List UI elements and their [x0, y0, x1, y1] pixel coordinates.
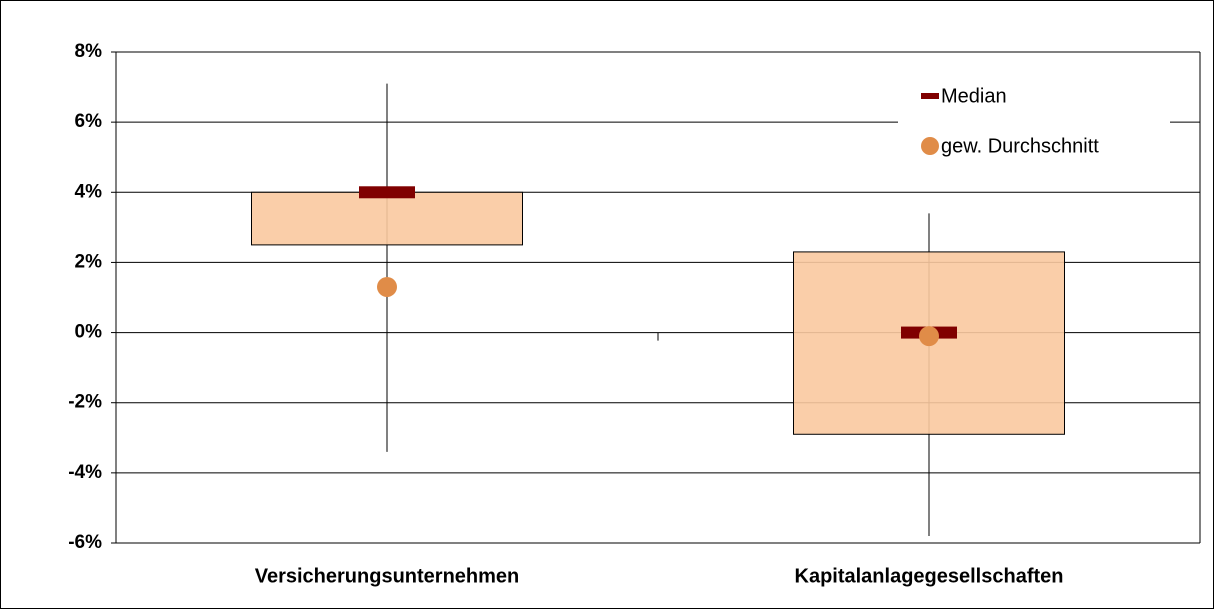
- legend-box: [898, 72, 1170, 172]
- y-tick-label: -6%: [68, 532, 102, 553]
- mean: [377, 276, 397, 297]
- y-tick-label: 6%: [75, 111, 103, 132]
- median: [359, 186, 415, 199]
- y-tick-label: 8%: [75, 41, 103, 62]
- legend-swatch: [921, 93, 939, 99]
- y-tick-label: 4%: [75, 181, 103, 202]
- box: [793, 251, 1065, 435]
- box: [251, 191, 523, 246]
- mean: [919, 326, 939, 347]
- x-tick-label: Kapitalanlagegesellschaften: [795, 565, 1064, 587]
- y-tick-label: 2%: [75, 251, 103, 272]
- y-tick-label: -2%: [68, 392, 102, 413]
- legend-label: Median: [941, 85, 1007, 107]
- y-tick-label: -4%: [68, 462, 102, 483]
- x-tick-label: Versicherungsunternehmen: [255, 565, 520, 587]
- legend-swatch: [921, 137, 939, 155]
- y-tick-label: 0%: [75, 322, 103, 343]
- legend-label: gew. Durchschnitt: [941, 135, 1099, 157]
